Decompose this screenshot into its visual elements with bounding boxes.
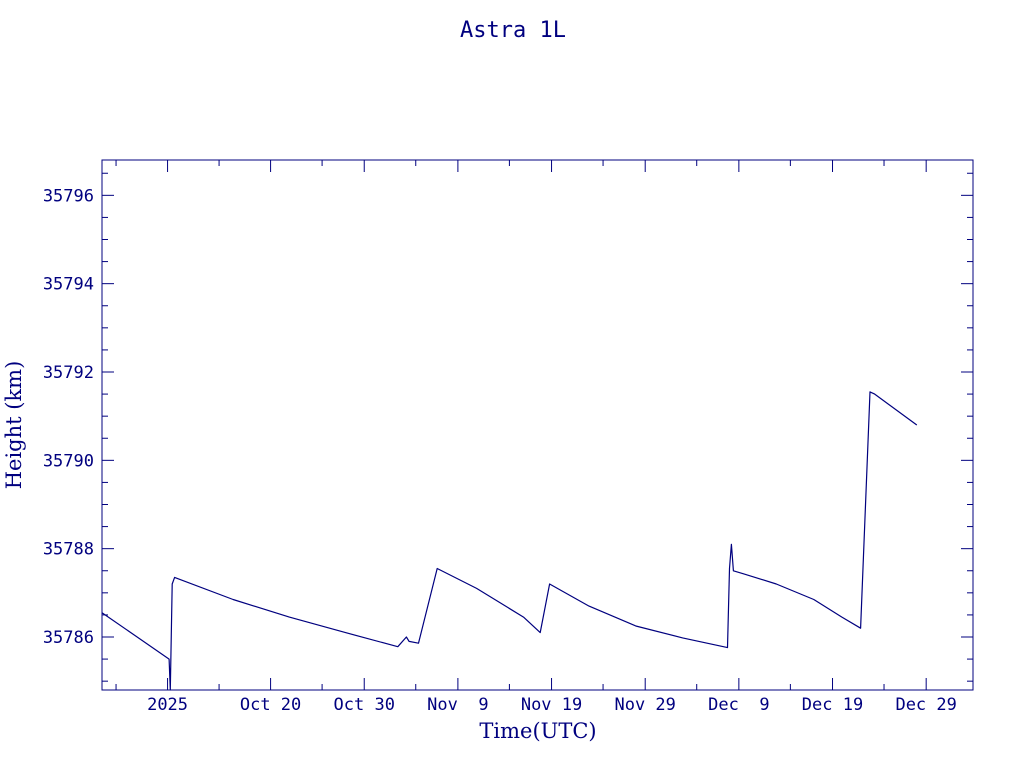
y-tick-label: 35788 [43,540,94,560]
plot-frame [101,159,974,691]
x-tick-label: Nov 9 [427,695,488,715]
x-tick-label: Nov 29 [614,695,675,715]
y-tick-label: 35786 [43,628,94,648]
y-tick-label: 35794 [43,275,94,295]
x-axis-label: Time(UTC) [479,719,596,743]
y-tick-label: 35790 [43,451,94,471]
x-tick-label: Oct 20 [240,695,301,715]
y-tick-label: 35796 [43,186,94,206]
y-axis-label: Height (km) [2,361,26,490]
y-tick-label: 35792 [43,363,94,383]
x-tick-label: Oct 30 [334,695,395,715]
x-tick-label: Dec 9 [708,695,769,715]
series-group [101,391,918,691]
y-tick-labels: 35786 35788 35790 35792 35794 35796 [43,186,94,648]
plot-area-border [101,159,974,691]
axis-ticks [102,160,973,690]
x-tick-label: Dec 29 [895,695,956,715]
series-line [101,391,918,691]
x-tick-label: Nov 19 [521,695,582,715]
x-tick-labels: 2025 Oct 20 Oct 30 Nov 9 Nov 19 Nov 29 Dec 9 De… [147,695,957,715]
chart-title: Astra 1L [460,18,566,43]
x-tick-label: 2025 [147,695,188,715]
x-tick-label: Dec 19 [802,695,863,715]
